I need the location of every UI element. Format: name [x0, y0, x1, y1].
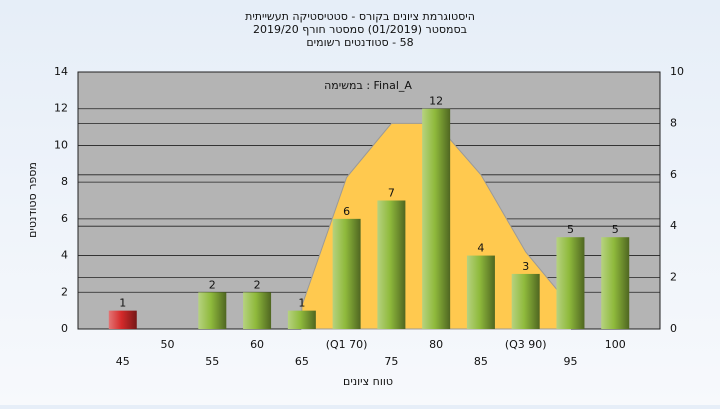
chart-subtitle: בסמסטר (01/2019) סמסטר חורף 2019/20: [253, 23, 467, 36]
data-label: 5: [567, 223, 574, 236]
annotation: Final_A : במשימה: [324, 79, 412, 92]
bar: [243, 292, 272, 329]
y2-tick-label: 10: [670, 65, 684, 78]
y-tick-label: 10: [54, 138, 68, 151]
chart-subtitle: 58 - סטודנטים רשומים: [306, 36, 413, 49]
y2-tick-label: 6: [670, 168, 677, 181]
bar: [466, 255, 495, 329]
data-label: 4: [477, 242, 484, 255]
x-tick-label: 95: [563, 355, 577, 368]
data-label: 3: [522, 260, 529, 273]
bar: [198, 292, 227, 329]
x-tick-label: 50: [161, 338, 175, 351]
data-label: 12: [429, 95, 443, 108]
y-axis-label: מספר סטודנטים: [26, 162, 39, 238]
bar: [511, 273, 540, 329]
data-label: 1: [298, 297, 305, 310]
x-tick-label: 85: [474, 355, 488, 368]
data-label: 1: [119, 297, 126, 310]
x-tick-label: (Q3 90): [505, 338, 547, 351]
y-tick-label: 0: [61, 322, 68, 335]
data-label: 7: [388, 187, 395, 200]
bar: [332, 218, 361, 329]
x-tick-label: 65: [295, 355, 309, 368]
data-label: 5: [612, 223, 619, 236]
data-label: 2: [254, 278, 261, 291]
data-label: 2: [209, 278, 216, 291]
x-tick-label: 45: [116, 355, 130, 368]
y-tick-label: 6: [61, 212, 68, 225]
bar: [601, 237, 630, 329]
chart-title: היסטוגרמת ציונים בקורס - סטטיסטיקה תעשיי…: [245, 10, 475, 23]
y-tick-label: 14: [54, 65, 68, 78]
x-tick-label: 100: [605, 338, 626, 351]
bar: [377, 200, 406, 329]
y2-tick-label: 2: [670, 271, 677, 284]
y-tick-label: 8: [61, 175, 68, 188]
x-tick-label: 75: [384, 355, 398, 368]
y-tick-label: 2: [61, 285, 68, 298]
x-tick-label: 80: [429, 338, 443, 351]
y2-tick-label: 0: [670, 322, 677, 335]
x-tick-label: (Q1 70): [326, 338, 368, 351]
bar: [556, 237, 585, 329]
x-tick-label: 55: [205, 355, 219, 368]
y2-tick-label: 8: [670, 116, 677, 129]
bar: [422, 108, 451, 329]
y-tick-label: 12: [54, 102, 68, 115]
bar: [108, 310, 137, 329]
y2-tick-label: 4: [670, 219, 677, 232]
y-tick-label: 4: [61, 249, 68, 262]
data-label: 6: [343, 205, 350, 218]
x-tick-label: 60: [250, 338, 264, 351]
bar: [287, 310, 316, 329]
x-axis-label: טווח ציונים: [343, 375, 393, 388]
